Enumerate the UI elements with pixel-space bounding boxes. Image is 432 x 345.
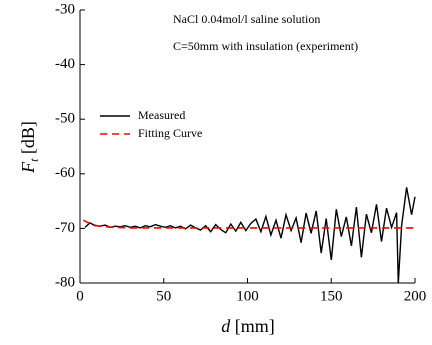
y-axis-label: Ft [dB] — [18, 121, 41, 174]
x-tick-label: 200 — [404, 288, 427, 304]
y-tick-label: -70 — [55, 220, 75, 236]
y-label-subscript: t — [27, 158, 41, 162]
x-label-symbol: d — [221, 316, 231, 336]
y-tick-label: -30 — [55, 1, 75, 17]
y-label-symbol: F — [18, 161, 38, 174]
y-tick-label: -50 — [55, 111, 75, 127]
annotation: C=50mm with insulation (experiment) — [173, 39, 358, 53]
y-label-unit: [dB] — [18, 121, 38, 154]
y-tick-label: -40 — [55, 56, 75, 72]
x-tick-label: 100 — [236, 288, 259, 304]
annotation: NaCl 0.04mol/l saline solution — [173, 12, 320, 26]
x-tick-label: 0 — [76, 288, 84, 304]
y-tick-label: -60 — [55, 165, 75, 181]
y-tick-label: -80 — [55, 274, 75, 290]
x-label-unit: [mm] — [235, 316, 275, 336]
legend-label: Fitting Curve — [138, 126, 202, 140]
x-axis-label: d [mm] — [221, 316, 275, 336]
x-tick-label: 50 — [156, 288, 171, 304]
legend-label: Measured — [138, 108, 185, 122]
x-tick-label: 150 — [320, 288, 343, 304]
series-line — [82, 219, 415, 229]
series-line — [84, 187, 416, 284]
